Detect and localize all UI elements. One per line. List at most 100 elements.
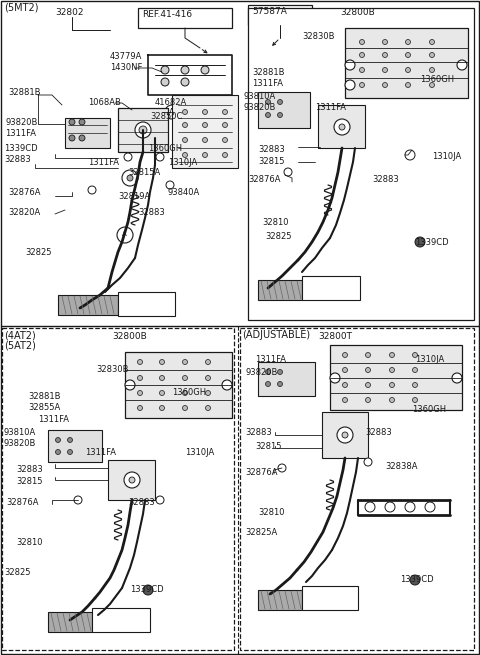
Text: 93820B: 93820B: [245, 368, 277, 377]
FancyBboxPatch shape: [322, 412, 368, 458]
Circle shape: [412, 367, 418, 373]
Circle shape: [122, 170, 138, 186]
Circle shape: [68, 449, 72, 455]
Circle shape: [223, 138, 228, 143]
Circle shape: [223, 122, 228, 128]
FancyBboxPatch shape: [248, 8, 474, 320]
Circle shape: [69, 135, 75, 141]
Text: 1339CD: 1339CD: [415, 238, 449, 247]
Circle shape: [201, 66, 209, 74]
Text: 1311FA: 1311FA: [85, 448, 116, 457]
Circle shape: [383, 39, 387, 45]
Circle shape: [430, 39, 434, 45]
Circle shape: [135, 122, 151, 138]
Text: 32825A: 32825A: [245, 528, 277, 537]
Text: 32825: 32825: [4, 568, 31, 577]
Text: (5AT2): (5AT2): [4, 341, 36, 351]
Circle shape: [137, 360, 143, 364]
Text: 1310JA: 1310JA: [432, 152, 461, 161]
Circle shape: [412, 383, 418, 388]
Circle shape: [389, 352, 395, 358]
Text: 32883: 32883: [372, 175, 399, 184]
Circle shape: [337, 427, 353, 443]
Circle shape: [88, 186, 96, 194]
Circle shape: [342, 432, 348, 438]
Circle shape: [406, 67, 410, 73]
Text: 32819A: 32819A: [118, 192, 150, 201]
Circle shape: [127, 175, 133, 181]
Circle shape: [205, 405, 211, 411]
Text: 1311FA: 1311FA: [255, 355, 286, 364]
Circle shape: [205, 360, 211, 364]
Text: 1068AB: 1068AB: [88, 98, 121, 107]
Circle shape: [452, 373, 462, 383]
Circle shape: [203, 122, 207, 128]
Text: 32883: 32883: [245, 428, 272, 437]
Circle shape: [181, 66, 189, 74]
Circle shape: [182, 138, 188, 143]
Text: A: A: [169, 108, 174, 117]
Circle shape: [406, 39, 410, 45]
Text: 32881B: 32881B: [252, 68, 285, 77]
Text: 32838A: 32838A: [385, 462, 418, 471]
Circle shape: [385, 502, 395, 512]
Circle shape: [425, 502, 435, 512]
Circle shape: [182, 375, 188, 381]
Circle shape: [156, 153, 164, 161]
Circle shape: [161, 78, 169, 86]
FancyBboxPatch shape: [345, 28, 468, 98]
Circle shape: [339, 124, 345, 130]
Text: 32810: 32810: [262, 218, 288, 227]
Circle shape: [265, 381, 271, 386]
Text: 32800T: 32800T: [318, 332, 352, 341]
Circle shape: [182, 390, 188, 396]
Circle shape: [360, 52, 364, 58]
Circle shape: [405, 502, 415, 512]
Circle shape: [360, 67, 364, 73]
Text: 32810: 32810: [16, 538, 43, 547]
Circle shape: [284, 168, 292, 176]
FancyBboxPatch shape: [2, 328, 234, 650]
Circle shape: [117, 227, 133, 243]
Circle shape: [410, 575, 420, 585]
Text: 32815: 32815: [16, 477, 43, 486]
Circle shape: [205, 390, 211, 396]
Text: 1311FA: 1311FA: [38, 415, 69, 424]
Circle shape: [125, 380, 135, 390]
Text: 1430NF: 1430NF: [110, 63, 143, 72]
Circle shape: [137, 390, 143, 396]
Text: 43779A: 43779A: [110, 52, 143, 61]
FancyBboxPatch shape: [258, 92, 310, 128]
Circle shape: [383, 83, 387, 88]
FancyBboxPatch shape: [302, 586, 358, 610]
Circle shape: [457, 60, 467, 70]
Circle shape: [223, 153, 228, 157]
Text: 32820A: 32820A: [8, 208, 40, 217]
Text: 32876A: 32876A: [6, 498, 38, 507]
Text: 32876A: 32876A: [245, 468, 277, 477]
Circle shape: [277, 369, 283, 375]
Text: (4AT2): (4AT2): [4, 330, 36, 340]
Circle shape: [69, 119, 75, 125]
FancyBboxPatch shape: [65, 118, 110, 148]
Circle shape: [182, 122, 188, 128]
FancyBboxPatch shape: [125, 352, 232, 418]
Text: 32800B: 32800B: [340, 8, 375, 17]
Text: 32883: 32883: [128, 498, 155, 507]
Circle shape: [74, 496, 82, 504]
Circle shape: [124, 472, 140, 488]
Text: 32876A: 32876A: [8, 188, 40, 197]
Circle shape: [277, 113, 283, 117]
Text: 32830B: 32830B: [302, 32, 335, 41]
Circle shape: [334, 119, 350, 135]
Circle shape: [365, 367, 371, 373]
Circle shape: [364, 458, 372, 466]
Circle shape: [343, 398, 348, 403]
Circle shape: [406, 52, 410, 58]
Text: 93820B: 93820B: [244, 103, 276, 112]
Text: A: A: [122, 231, 127, 237]
Circle shape: [365, 383, 371, 388]
FancyBboxPatch shape: [48, 430, 102, 462]
Text: 1310JA: 1310JA: [168, 158, 197, 167]
Circle shape: [330, 373, 340, 383]
